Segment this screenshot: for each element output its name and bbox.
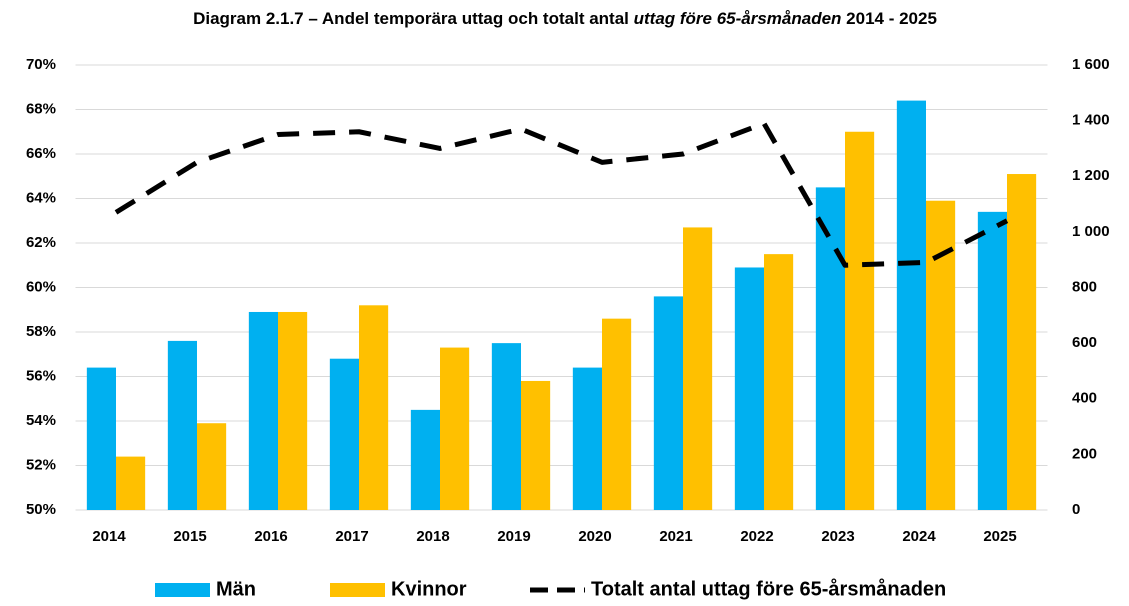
- x-tick-label: 2017: [335, 528, 368, 545]
- y-tick-label: 70%: [26, 56, 56, 73]
- legend-label: Män: [216, 578, 256, 600]
- legend-label: Kvinnor: [391, 578, 467, 600]
- y-tick-label: 50%: [26, 501, 56, 518]
- line-series: [114, 120, 1009, 268]
- chart-title: Diagram 2.1.7 – Andel temporära uttag oc…: [193, 9, 937, 28]
- bar: [521, 380, 551, 510]
- bar: [167, 340, 197, 510]
- legend-swatch: [330, 583, 385, 597]
- y2-tick-label: 1 600: [1072, 56, 1110, 73]
- x-tick-label: 2018: [416, 528, 449, 545]
- title-part: Diagram 2.1.7 – Andel temporära uttag oc…: [193, 9, 634, 28]
- bar: [248, 311, 278, 510]
- y2-tick-label: 0: [1072, 501, 1080, 518]
- x-tick-label: 2025: [983, 528, 1016, 545]
- y-tick-label: 58%: [26, 323, 56, 340]
- x-tick-label: 2014: [92, 528, 126, 545]
- y2-tick-label: 1 000: [1072, 223, 1110, 240]
- y-tick-label: 62%: [26, 234, 56, 251]
- y-tick-label: 60%: [26, 278, 56, 295]
- x-tick-label: 2024: [902, 528, 936, 545]
- bar: [734, 267, 764, 510]
- y-tick-label: 52%: [26, 456, 56, 473]
- y2-tick-label: 600: [1072, 334, 1097, 351]
- bar: [86, 367, 116, 510]
- bar: [278, 311, 308, 510]
- x-tick-label: 2020: [578, 528, 611, 545]
- bar: [815, 187, 845, 510]
- bar: [977, 211, 1007, 510]
- bar: [410, 409, 440, 510]
- y-tick-label: 66%: [26, 145, 56, 162]
- bar: [491, 343, 521, 510]
- bar: [602, 318, 632, 510]
- y2-tick-label: 200: [1072, 445, 1097, 462]
- bar: [764, 254, 794, 510]
- y-tick-label: 56%: [26, 367, 56, 384]
- bar: [845, 131, 875, 510]
- y2-tick-label: 800: [1072, 278, 1097, 295]
- legend-label: Totalt antal uttag före 65-årsmånaden: [591, 577, 946, 600]
- x-tick-label: 2015: [173, 528, 206, 545]
- title-part: 2014 - 2025: [841, 9, 936, 28]
- bar: [1007, 174, 1037, 510]
- bar: [359, 305, 389, 510]
- bar: [683, 227, 713, 511]
- x-tick-label: 2021: [659, 528, 692, 545]
- bar: [116, 456, 146, 510]
- bar: [197, 423, 227, 510]
- bar: [329, 358, 359, 510]
- y-tick-label: 68%: [26, 100, 56, 117]
- x-tick-label: 2016: [254, 528, 287, 545]
- bar: [440, 347, 470, 510]
- y-tick-label: 64%: [26, 189, 56, 206]
- y2-tick-label: 1 200: [1072, 167, 1110, 184]
- x-tick-label: 2022: [740, 528, 773, 545]
- y-tick-label: 54%: [26, 412, 56, 429]
- title-part: uttag före 65-årsmånaden: [634, 9, 842, 28]
- x-tick-label: 2019: [497, 528, 530, 545]
- x-tick-label: 2023: [821, 528, 854, 545]
- y2-tick-label: 1 400: [1072, 112, 1110, 129]
- bar: [896, 100, 926, 510]
- bar: [653, 296, 683, 510]
- y2-tick-label: 400: [1072, 390, 1097, 407]
- bar: [572, 367, 602, 510]
- legend-swatch: [155, 583, 210, 597]
